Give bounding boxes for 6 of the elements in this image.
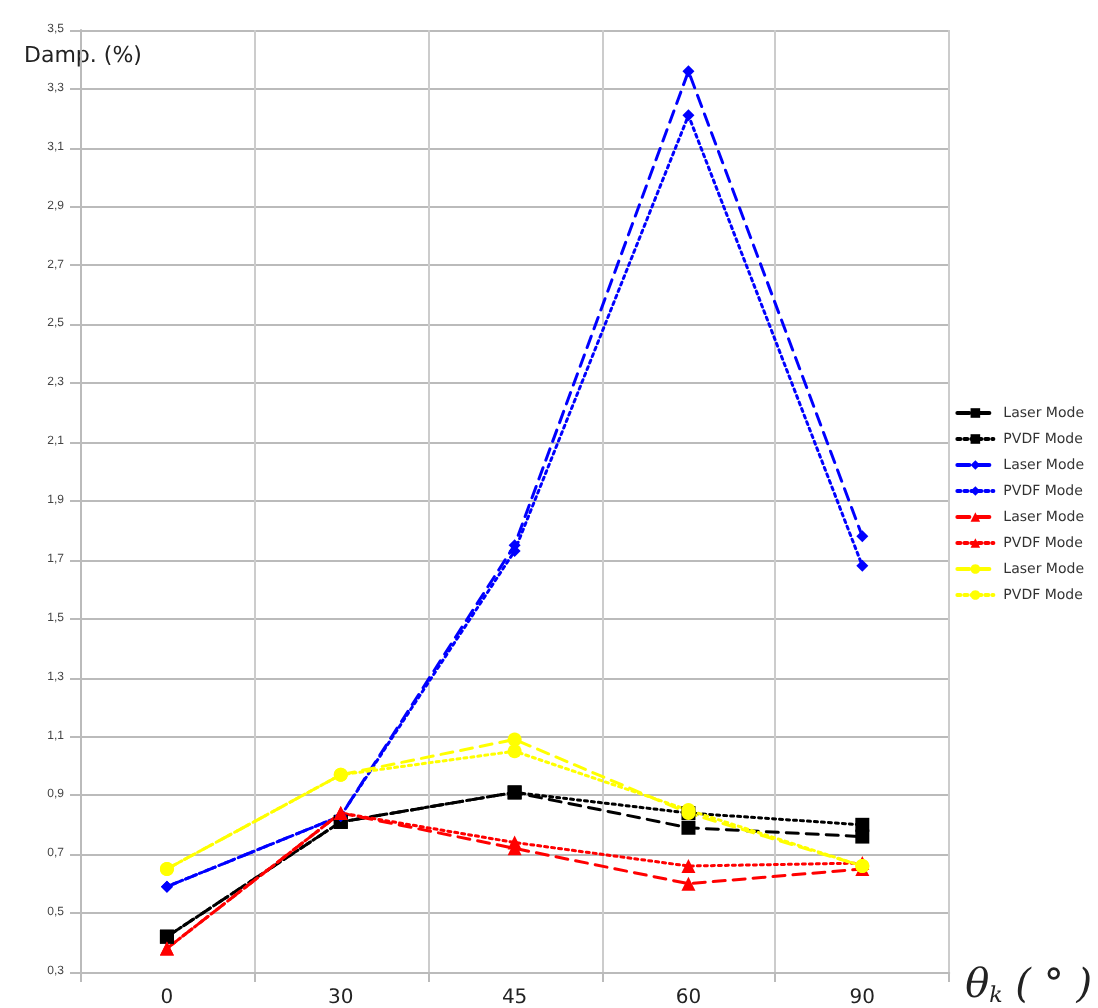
x-tick-label: 0: [160, 987, 174, 1008]
x-tick-label: 30: [328, 987, 354, 1008]
x-tick-label: 60: [675, 987, 702, 1008]
y-axis-title: Damp. (%): [24, 42, 142, 68]
x-tick-label: 45: [501, 987, 528, 1008]
x-tick-label: 90: [849, 987, 876, 1008]
